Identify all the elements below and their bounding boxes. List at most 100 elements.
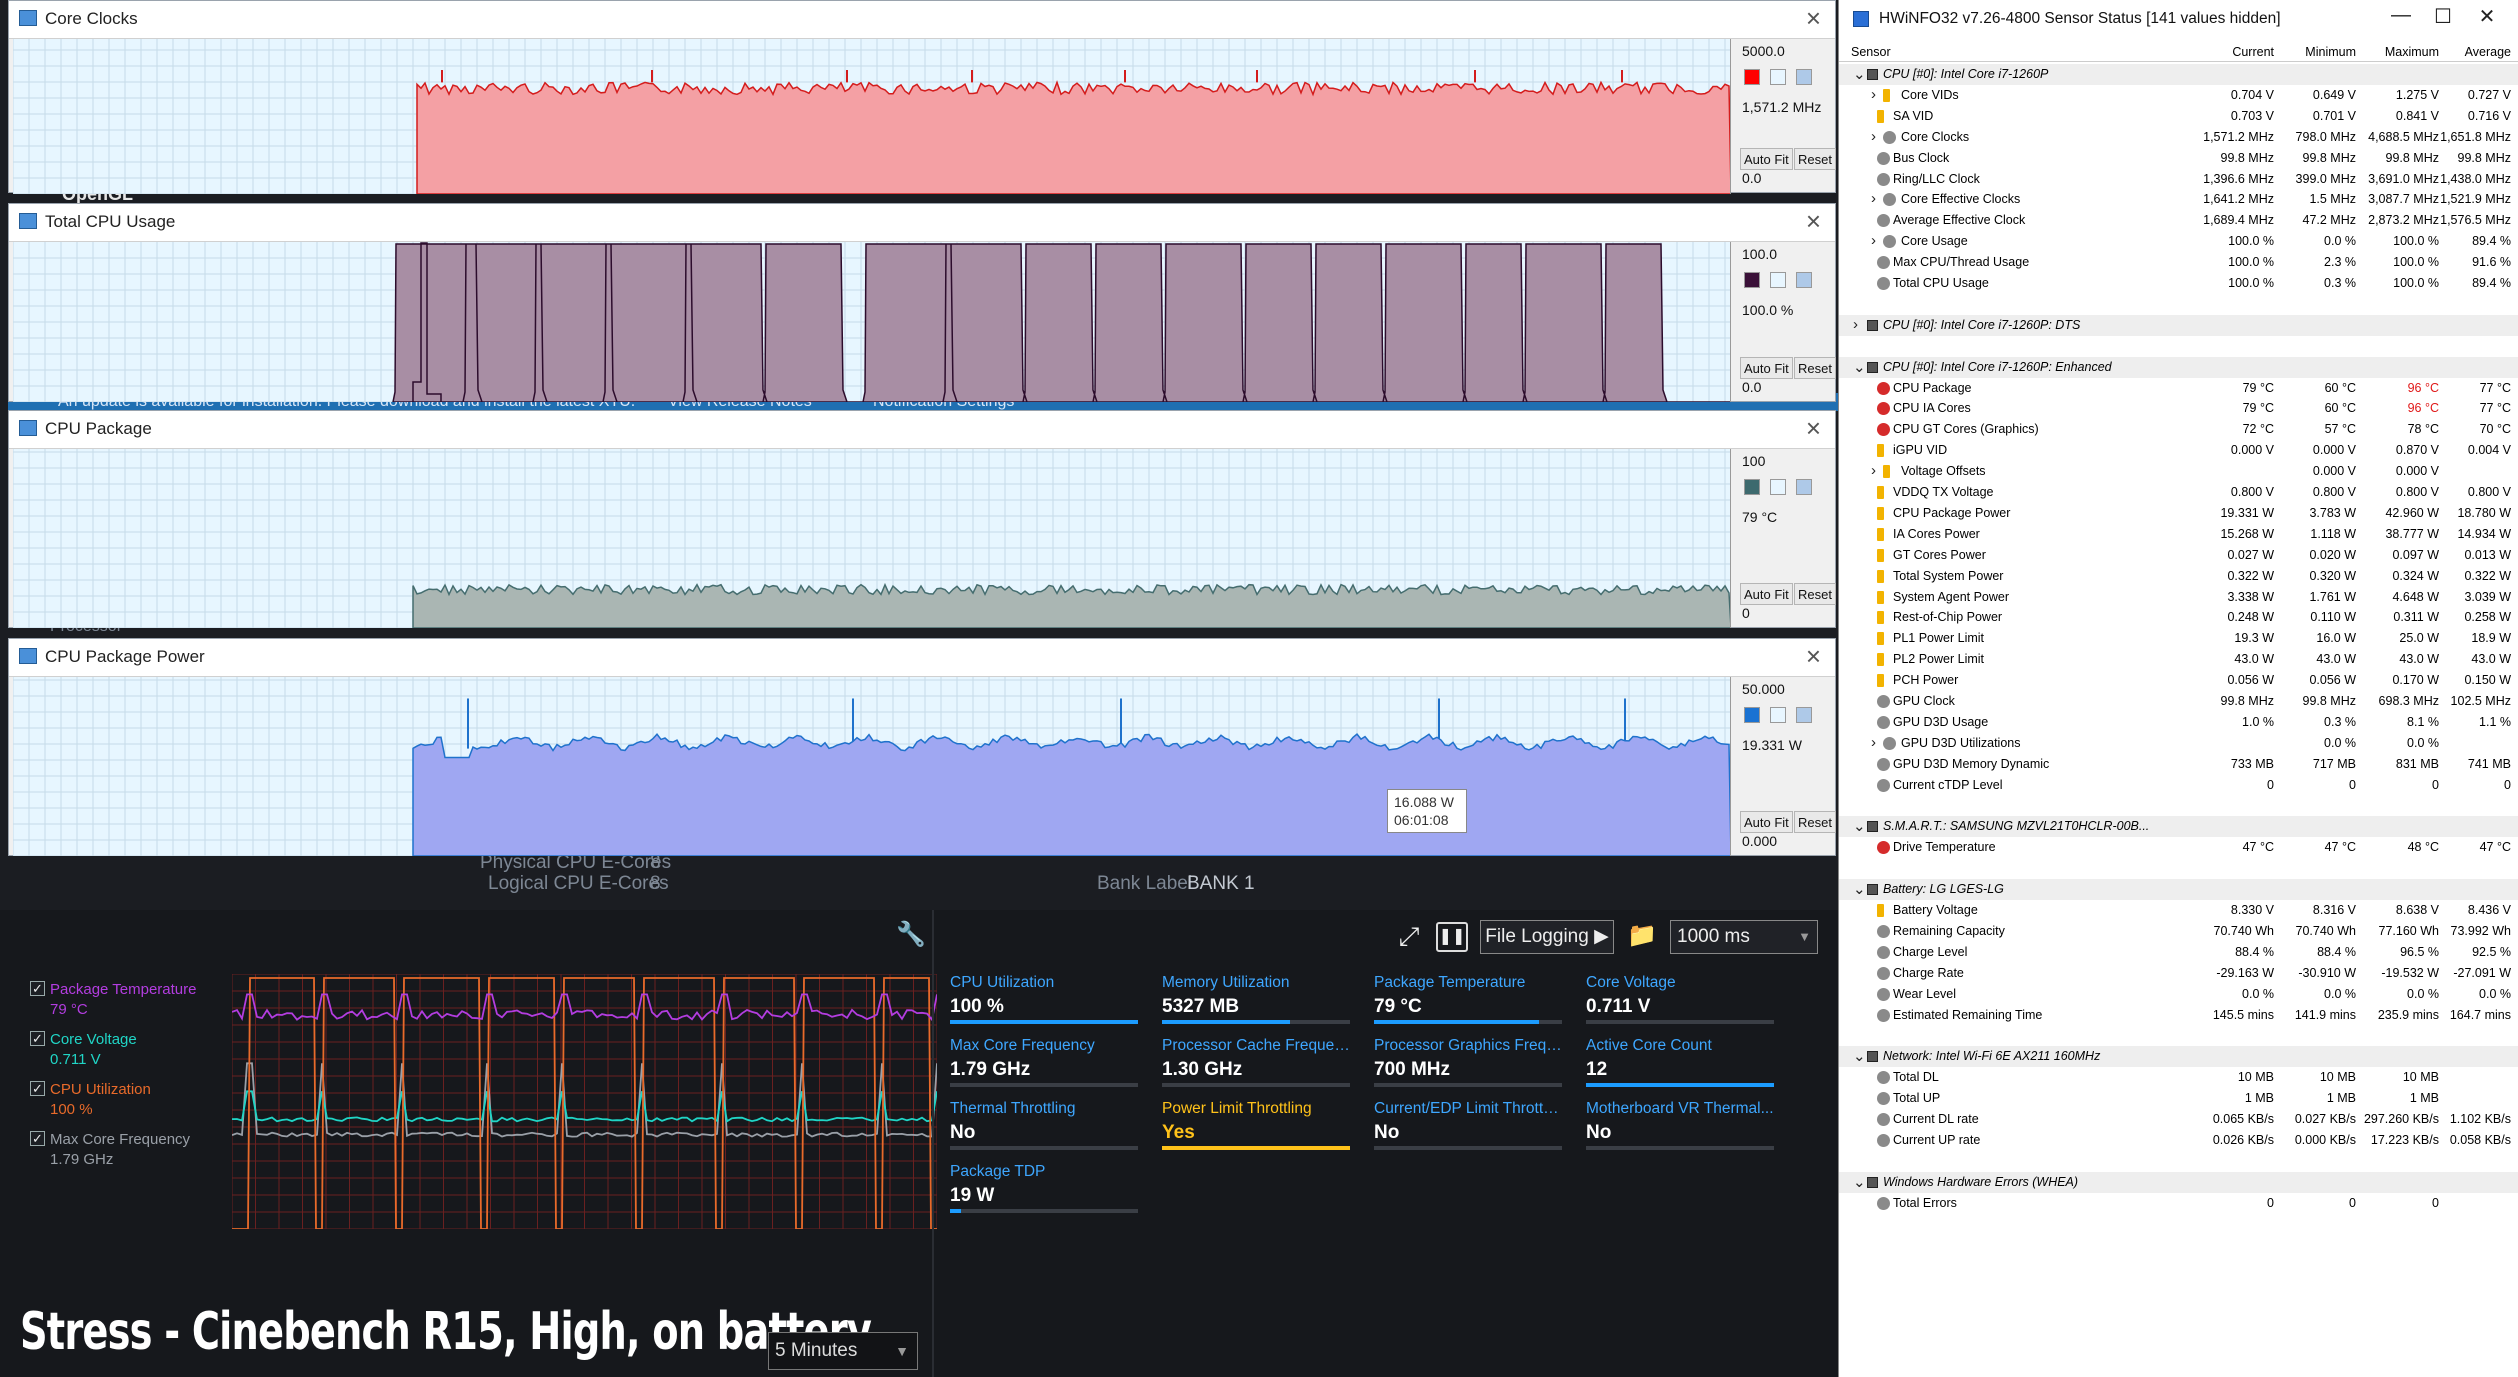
sensor-row[interactable]: CPU GT Cores (Graphics) 72 °C 57 °C 78 °C 70… bbox=[1839, 419, 2518, 440]
maximize-button[interactable]: ☐ bbox=[2434, 6, 2452, 28]
sensor-row[interactable]: Bus Clock 99.8 MHz 99.8 MHz 99.8 MHz 99.8 MH… bbox=[1839, 148, 2518, 169]
sensor-row[interactable]: VDDQ TX Voltage 0.800 V 0.800 V 0.800 V 0.80… bbox=[1839, 482, 2518, 503]
sensor-row[interactable]: Charge Rate -29.163 W -30.910 W -19.532 W -2… bbox=[1839, 963, 2518, 984]
header-maximum[interactable]: Maximum bbox=[2384, 45, 2439, 59]
graph-color-swatch[interactable] bbox=[1744, 707, 1760, 723]
sensor-row[interactable]: CPU Package Power 19.331 W 3.783 W 42.960 W… bbox=[1839, 503, 2518, 524]
sensor-row[interactable]: Current cTDP Level 0 0 0 0 bbox=[1839, 775, 2518, 796]
chevron-down-icon[interactable]: ⌄ bbox=[1853, 1048, 1866, 1066]
legend-checkbox[interactable]: ✓ bbox=[30, 1081, 45, 1096]
file-logging-button[interactable]: File Logging ▶ bbox=[1480, 920, 1614, 954]
header-sensor[interactable]: Sensor bbox=[1851, 45, 1891, 59]
chevron-right-icon[interactable]: › bbox=[1853, 315, 1858, 333]
sensor-row[interactable]: Total CPU Usage 100.0 % 0.3 % 100.0 % 89.4 % bbox=[1839, 273, 2518, 294]
minimize-button[interactable]: — bbox=[2391, 4, 2411, 26]
sensor-row[interactable]: Battery Voltage 8.330 V 8.316 V 8.638 V 8.43… bbox=[1839, 900, 2518, 921]
chevron-right-icon[interactable]: › bbox=[1871, 462, 1876, 480]
reset-button[interactable]: Reset bbox=[1794, 148, 1836, 170]
sensor-row[interactable]: Current UP rate 0.026 KB/s 0.000 KB/s 17.22… bbox=[1839, 1130, 2518, 1151]
sensor-row[interactable]: › Core Usage 100.0 % 0.0 % 100.0 % 89.4 % bbox=[1839, 231, 2518, 252]
chevron-right-icon[interactable]: › bbox=[1871, 232, 1876, 250]
wrench-icon[interactable]: 🔧 bbox=[896, 921, 926, 948]
chevron-down-icon[interactable]: ⌄ bbox=[1853, 66, 1866, 83]
sensor-row[interactable]: Current DL rate 0.065 KB/s 0.027 KB/s 297.2… bbox=[1839, 1109, 2518, 1130]
sensor-row[interactable]: GPU Clock 99.8 MHz 99.8 MHz 698.3 MHz 102.5 … bbox=[1839, 691, 2518, 712]
graph-color-swatch[interactable] bbox=[1744, 479, 1760, 495]
sensor-row[interactable]: Estimated Remaining Time 145.5 mins 141.9 … bbox=[1839, 1005, 2518, 1026]
close-icon[interactable]: × bbox=[1805, 206, 1821, 236]
graph-color-swatch[interactable] bbox=[1744, 69, 1760, 85]
chevron-right-icon[interactable]: › bbox=[1871, 190, 1876, 208]
sensor-row[interactable]: › Voltage Offsets 0.000 V 0.000 V bbox=[1839, 461, 2518, 482]
chevron-down-icon[interactable]: ⌄ bbox=[1853, 881, 1866, 899]
close-icon[interactable]: × bbox=[1805, 413, 1821, 443]
legend-checkbox[interactable]: ✓ bbox=[30, 981, 45, 996]
sensor-row[interactable]: Total Errors 0 0 0 bbox=[1839, 1193, 2518, 1214]
sensor-row[interactable]: Average Effective Clock 1,689.4 MHz 47.2 M… bbox=[1839, 210, 2518, 231]
sensor-group[interactable]: ⌄ Windows Hardware Errors (WHEA) bbox=[1839, 1171, 2518, 1193]
sensor-row[interactable]: iGPU VID 0.000 V 0.000 V 0.870 V 0.004 V bbox=[1839, 440, 2518, 461]
pause-button[interactable]: ❚❚ bbox=[1436, 922, 1468, 952]
reset-button[interactable]: Reset bbox=[1794, 583, 1836, 605]
auto-fit-button[interactable]: Auto Fit bbox=[1740, 357, 1793, 379]
header-minimum[interactable]: Minimum bbox=[2305, 45, 2356, 59]
time-range-select[interactable]: 5 Minutes ▼ bbox=[768, 1332, 918, 1370]
sensor-row[interactable]: Total System Power 0.322 W 0.320 W 0.324 W 0… bbox=[1839, 566, 2518, 587]
sensor-group[interactable]: › CPU [#0]: Intel Core i7-1260P: DTS bbox=[1839, 314, 2518, 336]
sensor-group[interactable]: ⌄ Battery: LG LGES-LG bbox=[1839, 879, 2518, 901]
sensor-group[interactable]: ⌄ CPU [#0]: Intel Core i7-1260P bbox=[1839, 64, 2518, 85]
sensor-row[interactable]: CPU Package 79 °C 60 °C 96 °C 77 °C bbox=[1839, 378, 2518, 399]
sensor-row[interactable]: PL2 Power Limit 43.0 W 43.0 W 43.0 W 43.0 W bbox=[1839, 649, 2518, 670]
header-average[interactable]: Average bbox=[2464, 45, 2511, 59]
sensor-row[interactable]: › GPU D3D Utilizations 0.0 % 0.0 % bbox=[1839, 733, 2518, 754]
sensor-row[interactable]: SA VID 0.703 V 0.701 V 0.841 V 0.716 V bbox=[1839, 106, 2518, 127]
interval-select[interactable]: 1000 ms ▼ bbox=[1670, 920, 1818, 954]
sensor-row[interactable]: › Core VIDs 0.704 V 0.649 V 1.275 V 0.727 V bbox=[1839, 85, 2518, 106]
header-current[interactable]: Current bbox=[2232, 45, 2274, 59]
legend-checkbox[interactable]: ✓ bbox=[30, 1131, 45, 1146]
sensor-row[interactable]: GT Cores Power 0.027 W 0.020 W 0.097 W 0.013… bbox=[1839, 545, 2518, 566]
sensor-row[interactable]: IA Cores Power 15.268 W 1.118 W 38.777 W 14.… bbox=[1839, 524, 2518, 545]
graph-bg-swatch[interactable] bbox=[1770, 272, 1786, 288]
chevron-down-icon[interactable]: ⌄ bbox=[1853, 358, 1866, 376]
chevron-down-icon[interactable]: ⌄ bbox=[1853, 818, 1866, 836]
graph-grid-swatch[interactable] bbox=[1796, 69, 1812, 85]
sensor-group[interactable]: ⌄ Network: Intel Wi-Fi 6E AX211 160MHz bbox=[1839, 1046, 2518, 1068]
graph-grid-swatch[interactable] bbox=[1796, 479, 1812, 495]
legend-checkbox[interactable]: ✓ bbox=[30, 1031, 45, 1046]
graph-grid-swatch[interactable] bbox=[1796, 707, 1812, 723]
graph-grid-swatch[interactable] bbox=[1796, 272, 1812, 288]
expand-icon[interactable]: ⤢ bbox=[1398, 921, 1420, 951]
sensor-row[interactable]: Drive Temperature 47 °C 47 °C 48 °C 47 °C bbox=[1839, 837, 2518, 858]
close-button[interactable]: ✕ bbox=[2478, 6, 2496, 28]
sensor-row[interactable]: System Agent Power 3.338 W 1.761 W 4.648 W 3… bbox=[1839, 587, 2518, 608]
graph-bg-swatch[interactable] bbox=[1770, 707, 1786, 723]
sensor-row[interactable]: Ring/LLC Clock 1,396.6 MHz 399.0 MHz 3,691.… bbox=[1839, 169, 2518, 190]
chevron-right-icon[interactable]: › bbox=[1871, 733, 1876, 751]
sensor-row[interactable]: Max CPU/Thread Usage 100.0 % 2.3 % 100.0 % 9… bbox=[1839, 252, 2518, 273]
chevron-down-icon[interactable]: ⌄ bbox=[1853, 1173, 1866, 1191]
chevron-right-icon[interactable]: › bbox=[1871, 85, 1876, 103]
sensor-row[interactable]: Remaining Capacity 70.740 Wh 70.740 Wh 77.1… bbox=[1839, 921, 2518, 942]
sensor-row[interactable]: Charge Level 88.4 % 88.4 % 96.5 % 92.5 % bbox=[1839, 942, 2518, 963]
auto-fit-button[interactable]: Auto Fit bbox=[1740, 148, 1793, 170]
chevron-right-icon[interactable]: › bbox=[1871, 127, 1876, 145]
sensor-row[interactable]: Total DL 10 MB 10 MB 10 MB bbox=[1839, 1067, 2518, 1088]
auto-fit-button[interactable]: Auto Fit bbox=[1740, 811, 1793, 833]
sensor-row[interactable]: GPU D3D Memory Dynamic 733 MB 717 MB 831 MB… bbox=[1839, 754, 2518, 775]
sensor-row[interactable]: GPU D3D Usage 1.0 % 0.3 % 8.1 % 1.1 % bbox=[1839, 712, 2518, 733]
close-icon[interactable]: × bbox=[1805, 3, 1821, 33]
graph-bg-swatch[interactable] bbox=[1770, 69, 1786, 85]
graph-color-swatch[interactable] bbox=[1744, 272, 1760, 288]
sensor-row[interactable]: › Core Effective Clocks 1,641.2 MHz 1.5 MHz… bbox=[1839, 189, 2518, 210]
reset-button[interactable]: Reset bbox=[1794, 811, 1836, 833]
sensor-group[interactable]: ⌄ S.M.A.R.T.: SAMSUNG MZVL21T0HCLR-00B... bbox=[1839, 816, 2518, 838]
sensor-row[interactable]: › Core Clocks 1,571.2 MHz 798.0 MHz 4,688.5 … bbox=[1839, 127, 2518, 148]
folder-icon[interactable]: 📁 bbox=[1627, 922, 1657, 949]
sensor-row[interactable]: Wear Level 0.0 % 0.0 % 0.0 % 0.0 % bbox=[1839, 984, 2518, 1005]
sensor-row[interactable]: PL1 Power Limit 19.3 W 16.0 W 25.0 W 18.9 W bbox=[1839, 628, 2518, 649]
reset-button[interactable]: Reset bbox=[1794, 357, 1836, 379]
sensor-row[interactable]: Rest-of-Chip Power 0.248 W 0.110 W 0.311 W 0… bbox=[1839, 607, 2518, 628]
graph-bg-swatch[interactable] bbox=[1770, 479, 1786, 495]
sensor-row[interactable]: Total UP 1 MB 1 MB 1 MB bbox=[1839, 1088, 2518, 1109]
